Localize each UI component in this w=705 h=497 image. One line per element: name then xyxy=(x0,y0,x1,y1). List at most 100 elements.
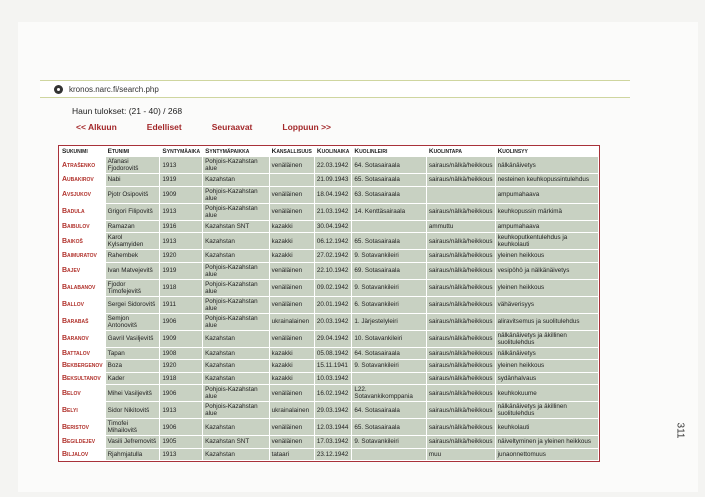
table-row: Badula Grigori Filipovitš 1913 Pohjois-Kaza… xyxy=(60,203,598,220)
table-cell: Rjahmjatulla xyxy=(105,448,160,460)
table-cell: Boza xyxy=(105,360,160,372)
table-cell: sairaus/nälkä/heikkous xyxy=(426,330,495,347)
table-cell: 06.12.1942 xyxy=(314,233,352,249)
table-cell: 30.04.1942 xyxy=(314,220,352,232)
table-cell: 1911 xyxy=(160,296,203,313)
surname-cell: Bekbergenov xyxy=(60,360,105,372)
address-bar[interactable]: kronos.narc.fi/search.php xyxy=(40,80,630,98)
column-header: Kuolinsyy xyxy=(495,147,598,156)
table-cell: Kazahstan xyxy=(203,233,269,249)
previous-page-link[interactable]: Edelliset xyxy=(146,122,182,132)
pagination: << Alkuun Edelliset Seuraavat Loppuun >> xyxy=(76,122,331,132)
table-cell: 1919 xyxy=(160,262,203,279)
table-cell: venäläinen xyxy=(269,436,314,448)
table-cell: Kazahstan xyxy=(203,360,269,372)
table-cell: 1906 xyxy=(160,313,203,330)
table-cell: ammuttu xyxy=(426,220,495,232)
table-cell: Mihei Vasiljevitš xyxy=(105,385,160,401)
table-row: Bajev Ivan Matvejevitš 1919 Pohjois-Kazahst… xyxy=(60,262,598,279)
table-cell: Tapan xyxy=(105,347,160,359)
table-cell: 17.03.1942 xyxy=(314,436,352,448)
table-row: Baranov Gavril Vasiljevitš 1909 Kazahstan ve… xyxy=(60,330,598,347)
table-header-row: Sukunimi Etunimi Syntymäaika Syntymäpaikka K… xyxy=(60,147,598,156)
table-cell: sairaus/nälkä/heikkous xyxy=(426,174,495,186)
surname-cell: Baranov xyxy=(60,330,105,347)
table-cell: venäläinen xyxy=(269,330,314,347)
table-row: Atrašenko Afanasi Fjodorovitš 1913 Pohjois-… xyxy=(60,157,598,173)
table-cell: Kazahstan xyxy=(203,250,269,262)
table-row: Barabaš Semjon Antonovitš 1906 Pohjois-Kaza… xyxy=(60,313,598,330)
surname-cell: Belyi xyxy=(60,402,105,418)
table-cell: 12.03.1944 xyxy=(314,419,352,435)
next-page-link[interactable]: Seuraavat xyxy=(211,122,253,132)
table-cell: ukrainalainen xyxy=(269,313,314,330)
table-cell: yleinen heikkous xyxy=(495,250,598,262)
url-text[interactable]: kronos.narc.fi/search.php xyxy=(69,84,159,94)
table-cell: keuhkoputkentulehdus ja keuhkolauti xyxy=(495,233,598,249)
table-cell: Ramazan xyxy=(105,220,160,232)
table-cell: 10.03.1942 xyxy=(314,372,352,384)
table-row: Baimuratov Rahembek 1920 Kazahstan kazakki 27… xyxy=(60,250,598,262)
table-cell: venäläinen xyxy=(269,419,314,435)
table-cell xyxy=(426,186,495,203)
surname-cell: Battalov xyxy=(60,347,105,359)
table-cell: 29.03.1942 xyxy=(314,402,352,418)
table-cell: Gavril Vasiljevitš xyxy=(105,330,160,347)
table-cell: 63. Sotasairaala xyxy=(352,186,426,203)
table-cell: sairaus/nälkä/heikkous xyxy=(426,262,495,279)
table-cell: 09.02.1942 xyxy=(314,279,352,296)
table-cell: sairaus/nälkä/heikkous xyxy=(426,372,495,384)
table-cell: Pohjois-Kazahstan alue xyxy=(203,296,269,313)
table-cell: Kazahstan xyxy=(203,347,269,359)
table-cell: sairaus/nälkä/heikkous xyxy=(426,313,495,330)
table-cell: kazakki xyxy=(269,360,314,372)
table-cell: Pohjois-Kazahstan alue xyxy=(203,313,269,330)
table-cell: Kader xyxy=(105,372,160,384)
table-cell: 1909 xyxy=(160,330,203,347)
table-row: Bekbergenov Boza 1920 Kazahstan kazakki 15.11… xyxy=(60,360,598,372)
table-cell: Karol Kylsamyiden xyxy=(105,233,160,249)
column-header: Kuolinleiri xyxy=(352,147,426,156)
last-page-link[interactable]: Loppuun >> xyxy=(282,122,332,132)
table-cell: Nabi xyxy=(105,174,160,186)
table-cell: venäläinen xyxy=(269,385,314,401)
table-cell: 1913 xyxy=(160,448,203,460)
surname-cell: Baibulov xyxy=(60,220,105,232)
table-cell xyxy=(352,372,426,384)
table-row: Begildejev Vasili Jefremovitš 1905 Kazahsta… xyxy=(60,436,598,448)
table-cell: nälkänäivetys xyxy=(495,157,598,173)
table-cell: 10. Sotavankileiri xyxy=(352,330,426,347)
table-cell: Pohjois-Kazahstan alue xyxy=(203,262,269,279)
table-cell: Pohjois-Kazahstan alue xyxy=(203,385,269,401)
table-cell: Kazahstan xyxy=(203,174,269,186)
table-cell: keuhkopussin märkimä xyxy=(495,203,598,220)
table-cell: 1. Järjestelyleiri xyxy=(352,313,426,330)
table-row: Battalov Tapan 1908 Kazahstan kazakki 05.08.1… xyxy=(60,347,598,359)
table-cell xyxy=(269,174,314,186)
table-row: Belyi Sidor Nikitovitš 1913 Pohjois-Kazahst… xyxy=(60,402,598,418)
page-number: 311 xyxy=(674,422,686,439)
table-cell: 20.01.1942 xyxy=(314,296,352,313)
table-cell: Sergei Sidorovitš xyxy=(105,296,160,313)
surname-cell: Biljalov xyxy=(60,448,105,460)
table-cell: 1918 xyxy=(160,279,203,296)
surname-cell: Balabanov xyxy=(60,279,105,296)
table-cell: sairaus/nälkä/heikkous xyxy=(426,436,495,448)
table-cell: 9. Sotavankileiri xyxy=(352,250,426,262)
table-cell: kazakki xyxy=(269,233,314,249)
table-cell: kazakki xyxy=(269,250,314,262)
table-cell: Grigori Filipovitš xyxy=(105,203,160,220)
browser-icon xyxy=(54,84,63,94)
column-header: Sukunimi xyxy=(60,147,105,156)
table-row: Ballov Sergei Sidorovitš 1911 Pohjois-Kazah… xyxy=(60,296,598,313)
table-cell: Pohjois-Kazahstan alue xyxy=(203,157,269,173)
table-cell: 1906 xyxy=(160,385,203,401)
table-cell: venäläinen xyxy=(269,296,314,313)
table-cell: Semjon Antonovitš xyxy=(105,313,160,330)
first-page-link[interactable]: << Alkuun xyxy=(76,122,117,132)
table-cell: ukrainalainen xyxy=(269,402,314,418)
table-cell: yleinen heikkous xyxy=(495,360,598,372)
table-cell: 1913 xyxy=(160,157,203,173)
table-cell: junaonnettomuus xyxy=(495,448,598,460)
table-cell: 9. Sotavankileiri xyxy=(352,279,426,296)
